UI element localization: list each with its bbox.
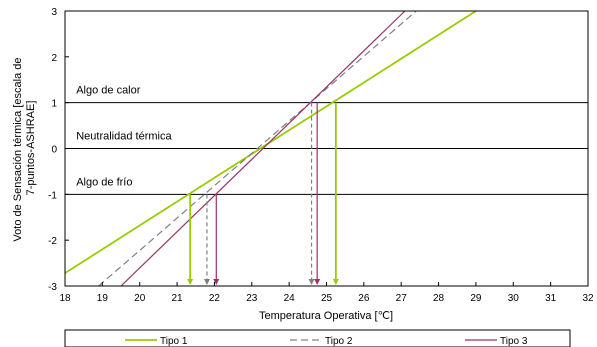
x-tick-label: 27 (396, 293, 408, 304)
x-tick-label: 22 (209, 293, 221, 304)
x-axis-title: Temperatura Operativa [℃] (259, 310, 393, 322)
series-line (98, 10, 417, 287)
drop-arrow-head (308, 279, 315, 285)
x-tick-label: 23 (246, 293, 258, 304)
zone-annotations: Algo de calor Neutralidad térmica Algo de … (76, 85, 172, 189)
series-line (120, 10, 406, 287)
x-tick-label: 29 (470, 293, 482, 304)
x-tick-label: 18 (59, 293, 71, 304)
y-tick-label: 3 (51, 7, 57, 18)
drop-arrow-head (314, 279, 321, 285)
gridlines (65, 102, 588, 195)
x-tick-label: 31 (545, 293, 557, 304)
x-tick-label: 20 (134, 293, 146, 304)
legend-label: Tipo 3 (500, 336, 528, 347)
y-tick-label: -2 (48, 236, 57, 247)
x-tick-label: 24 (284, 293, 296, 304)
x-tick-label: 21 (172, 293, 184, 304)
x-tick-label: 26 (358, 293, 370, 304)
drop-arrow-head (213, 279, 220, 285)
y-tick-label: -3 (48, 282, 57, 293)
zone-label: Algo de calor (76, 85, 141, 97)
y-axis-title: Voto de Sensación térmica [escala de 7-p… (12, 54, 37, 241)
drop-arrow-head (203, 279, 210, 285)
zone-label: Neutralidad térmica (76, 131, 172, 143)
zone-label: Algo de frío (76, 176, 132, 188)
y-tick-label: 1 (51, 99, 57, 110)
x-tick-label: 19 (97, 293, 109, 304)
x-tick-label: 30 (508, 293, 520, 304)
series-lines (64, 10, 477, 287)
x-tick-label: 25 (321, 293, 333, 304)
y-axis-title-line-2: 7-puntos-ASHRAE] (25, 101, 37, 196)
y-tick-label: -1 (48, 190, 57, 201)
legend-label: Tipo 2 (325, 336, 353, 347)
legend-box (64, 329, 571, 347)
drop-arrow-head (332, 279, 339, 285)
x-tick-label: 28 (433, 293, 445, 304)
legend: Tipo 1 Tipo 2 Tipo 3 (64, 329, 571, 347)
y-tick-label: 2 (51, 53, 57, 64)
drop-arrow-head (187, 279, 194, 285)
y-tick-label: 0 (51, 145, 57, 156)
drop-lines (187, 102, 339, 285)
legend-items: Tipo 1 Tipo 2 Tipo 3 (125, 336, 528, 347)
y-axis-title-line-1: Voto de Sensación térmica [escala de (12, 58, 24, 242)
x-tick-label: 32 (582, 293, 594, 304)
legend-label: Tipo 1 (160, 336, 188, 347)
